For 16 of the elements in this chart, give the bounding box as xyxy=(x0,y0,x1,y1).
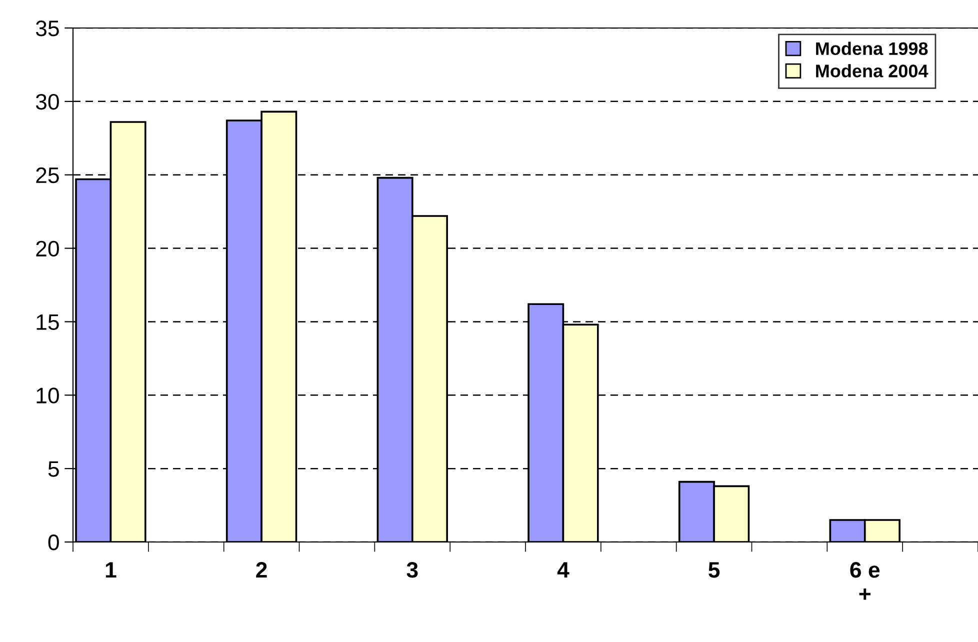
x-tick-label: 1 xyxy=(106,562,116,578)
y-tick-label: 20 xyxy=(36,240,59,257)
x-tick-label: 2 xyxy=(256,562,267,578)
x-tick-label: 4 xyxy=(557,562,570,578)
y-tick-label: 15 xyxy=(36,314,59,330)
y-tick-label: 10 xyxy=(36,388,59,404)
y-tick-label: 35 xyxy=(36,20,59,36)
y-tick-label: 25 xyxy=(36,167,59,184)
legend-label: Modena 2004 xyxy=(816,64,928,78)
y-tick-label: 0 xyxy=(48,534,59,550)
x-tick-label: 3 xyxy=(406,562,418,578)
legend-label: Modena 1998 xyxy=(816,42,928,56)
x-tick-label: 6 e + xyxy=(850,562,880,600)
y-tick-label: 30 xyxy=(36,94,59,110)
x-tick-label: 5 xyxy=(708,562,720,578)
y-tick-label: 5 xyxy=(48,461,59,477)
